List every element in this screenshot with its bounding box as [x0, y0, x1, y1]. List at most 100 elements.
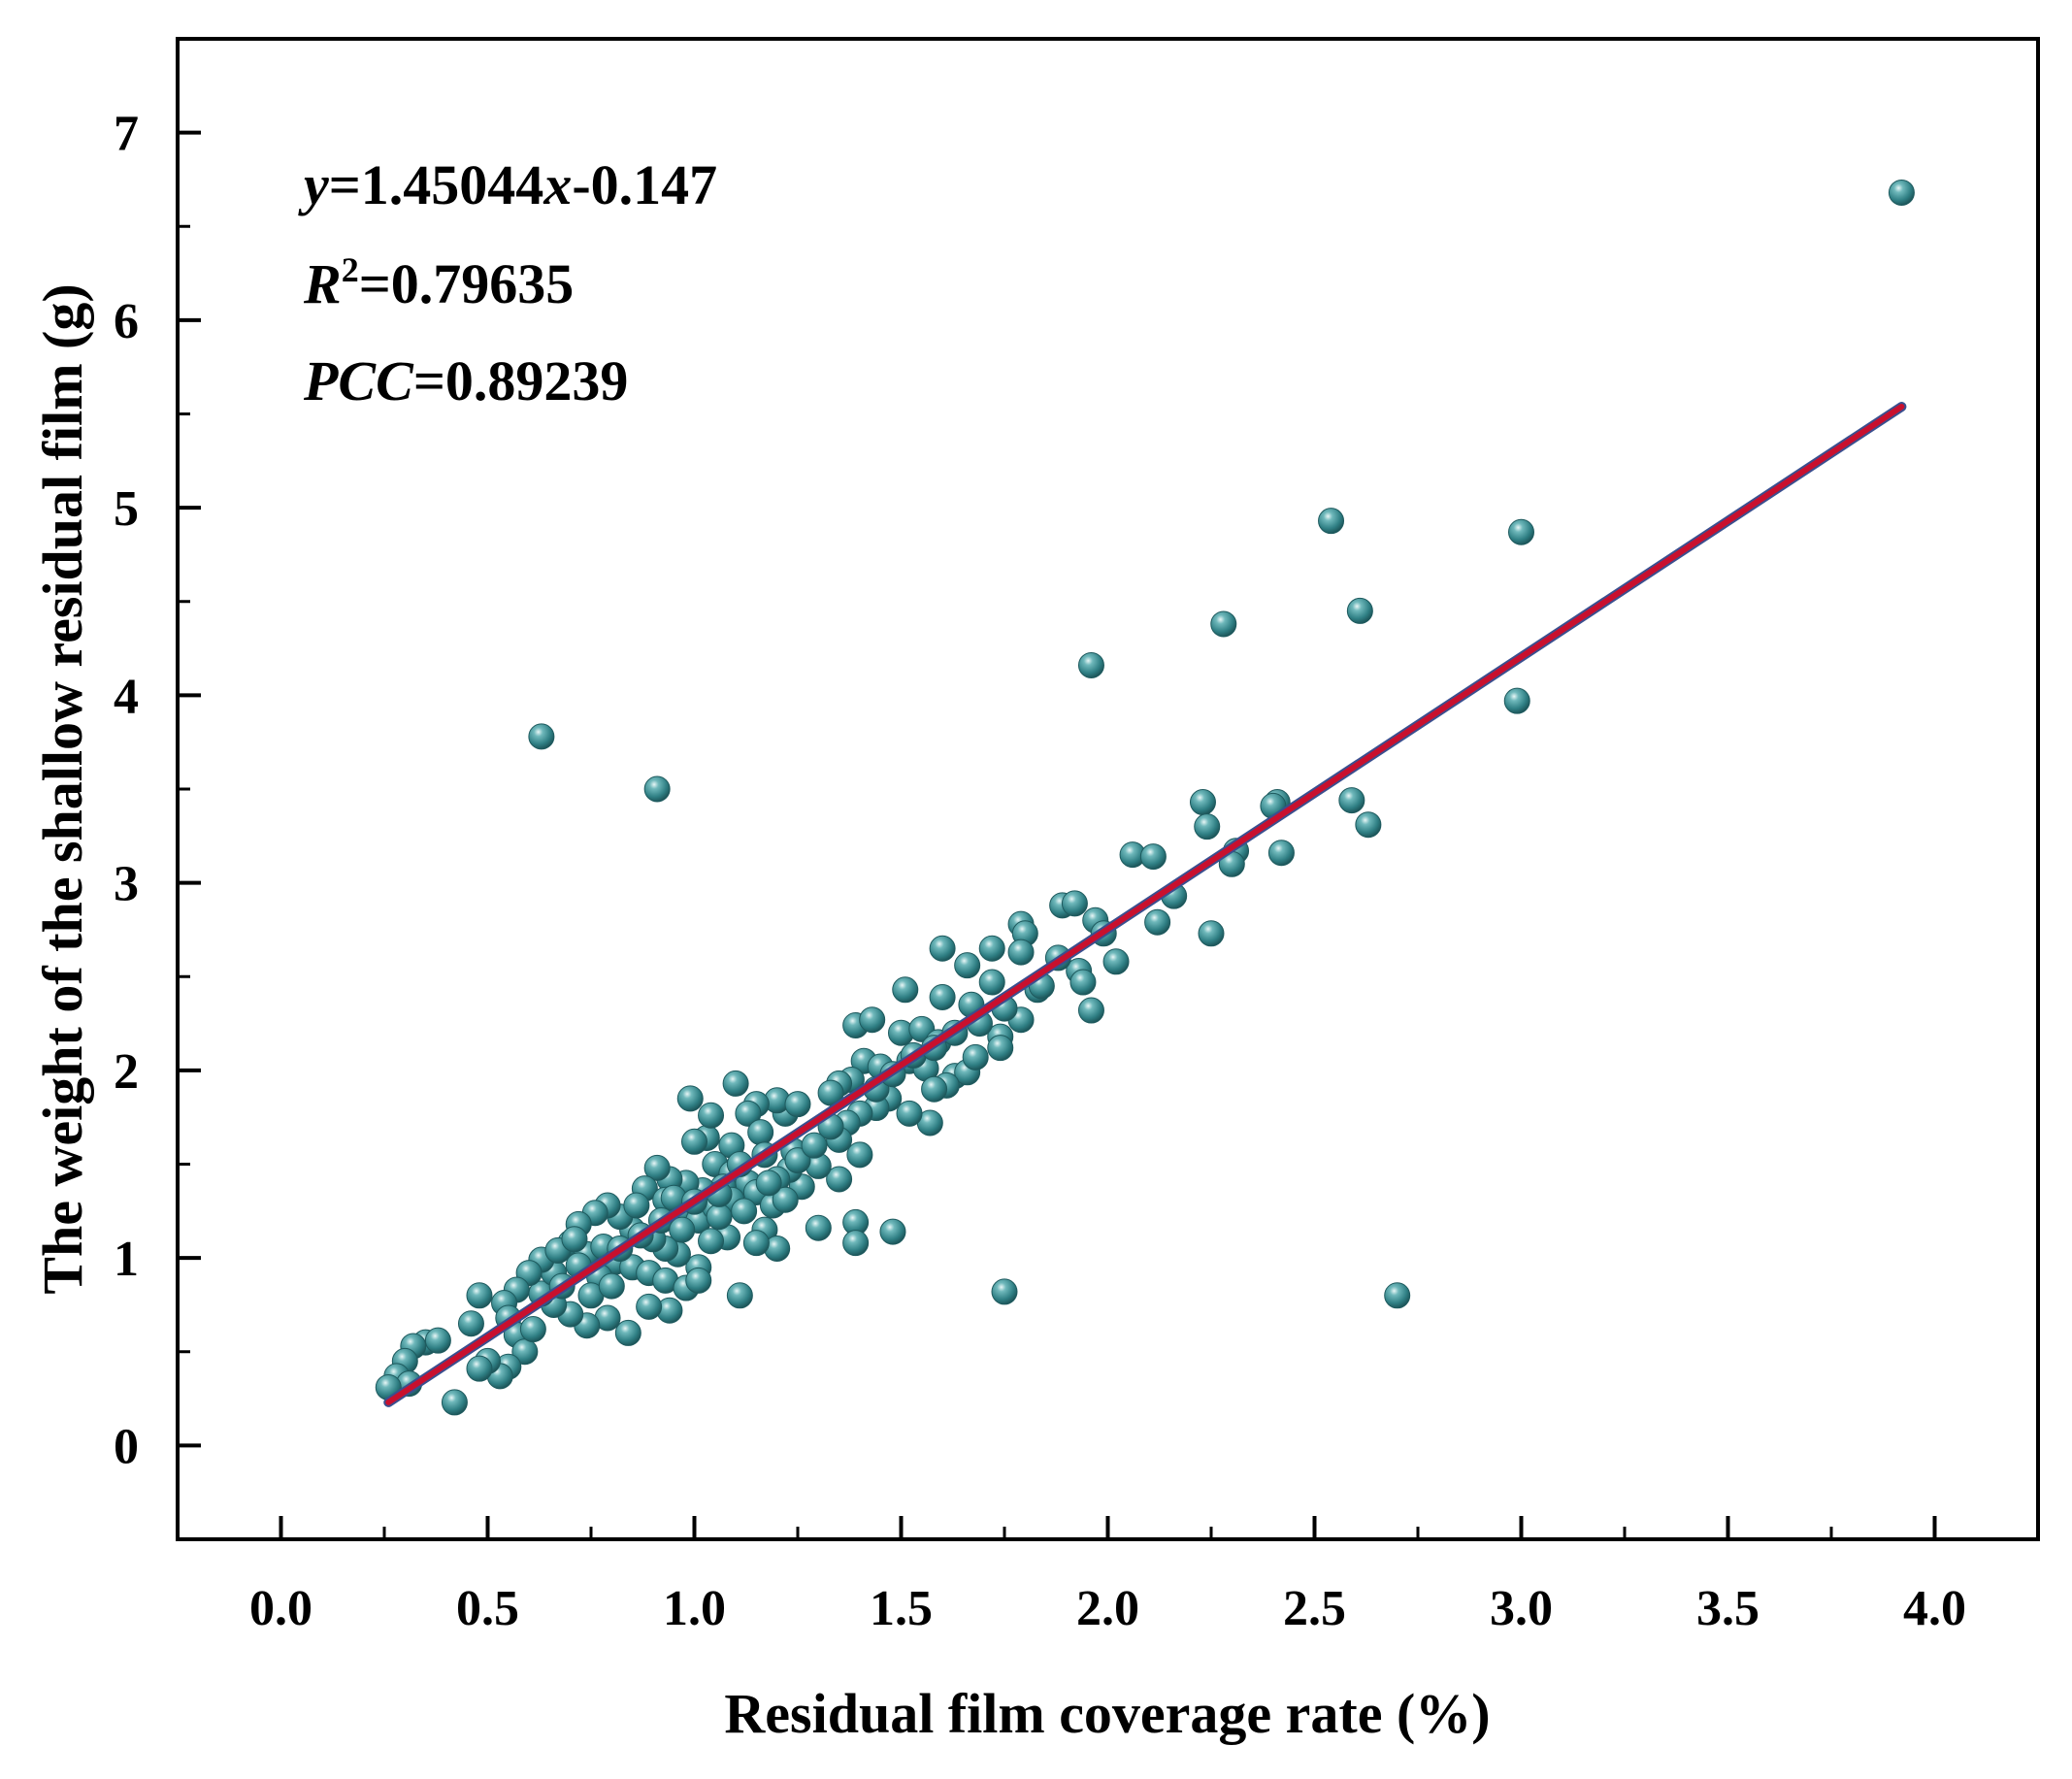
data-point — [731, 1198, 758, 1225]
y-axis-title: The weight of the shallow residual film … — [31, 283, 94, 1294]
y-tick-label: 1 — [114, 1232, 139, 1287]
x-tick-label: 2.0 — [1076, 1581, 1139, 1636]
r2-symbol: R — [303, 252, 342, 315]
data-point — [441, 1389, 468, 1416]
y-tick-label: 0 — [114, 1419, 139, 1474]
data-point — [1189, 789, 1216, 816]
x-tick-label: 1.0 — [663, 1581, 726, 1636]
data-point — [1194, 813, 1221, 840]
pcc-symbol: PCC — [303, 349, 414, 412]
data-point — [842, 1230, 870, 1257]
regression-line-group — [383, 402, 1907, 1407]
data-point — [466, 1282, 493, 1309]
data-point — [1061, 890, 1088, 917]
x-tick-label: 4.0 — [1903, 1581, 1966, 1636]
data-point — [1888, 179, 1915, 206]
data-point — [1077, 997, 1104, 1024]
data-point — [747, 1119, 774, 1146]
r2-annotation: R2=0.79635 — [303, 250, 574, 315]
data-point — [1318, 508, 1345, 535]
equation-x: x — [543, 153, 572, 216]
data-point — [954, 952, 981, 979]
data-point — [987, 1035, 1014, 1062]
r2-superscript: 2 — [342, 250, 359, 289]
data-point — [978, 969, 1005, 996]
data-point — [643, 775, 671, 803]
data-point — [735, 1100, 762, 1127]
data-point — [598, 1272, 625, 1300]
data-point — [896, 1100, 923, 1127]
data-point — [636, 1293, 663, 1320]
data-point — [528, 723, 555, 750]
x-tick-label: 2.5 — [1283, 1581, 1346, 1636]
data-point — [1144, 908, 1171, 936]
data-point — [466, 1355, 493, 1382]
data-point — [921, 1075, 948, 1103]
data-point — [1267, 840, 1295, 867]
x-tick-label: 1.5 — [870, 1581, 933, 1636]
data-point — [681, 1128, 707, 1155]
data-point — [826, 1166, 853, 1193]
data-point — [1338, 787, 1365, 814]
pcc-value: =0.89239 — [413, 349, 629, 412]
data-point — [457, 1310, 484, 1337]
x-axis-title: Residual film coverage rate (%) — [724, 1682, 1490, 1745]
data-point — [561, 1226, 588, 1253]
axis-ticks: 0.0 0.5 1.0 1.5 2.0 2.5 3.0 3.5 4.0 0 1 2 3 4 5 6 7 — [114, 107, 1966, 1636]
data-point — [1384, 1282, 1411, 1309]
data-point — [755, 1170, 782, 1197]
data-point — [643, 1154, 671, 1181]
y-tick-label: 5 — [114, 481, 139, 537]
data-point — [1210, 610, 1237, 638]
data-point — [772, 1186, 799, 1213]
data-point — [1139, 843, 1167, 871]
data-point — [1007, 939, 1035, 966]
equation-end: -0.147 — [572, 153, 717, 216]
data-point — [978, 935, 1005, 962]
data-point — [669, 1216, 696, 1243]
data-point — [784, 1091, 811, 1118]
data-point — [805, 1214, 832, 1241]
data-point — [742, 1230, 770, 1257]
data-point — [1077, 651, 1104, 678]
data-point — [962, 1043, 989, 1071]
data-point — [1198, 920, 1225, 947]
data-point — [801, 1132, 828, 1159]
data-point — [519, 1316, 546, 1343]
data-point — [859, 1006, 886, 1034]
data-point — [879, 1218, 906, 1245]
data-point — [1069, 969, 1097, 996]
pcc-annotation: PCC=0.89239 — [303, 349, 628, 412]
data-point — [929, 984, 956, 1011]
data-point — [623, 1192, 650, 1219]
data-point — [846, 1141, 873, 1169]
x-tick-label: 0.0 — [249, 1581, 312, 1636]
regression-line — [385, 404, 1905, 1405]
y-tick-label: 7 — [114, 107, 139, 162]
equation-y: y — [298, 153, 329, 216]
y-tick-label: 4 — [114, 669, 139, 724]
data-point — [892, 976, 919, 1004]
data-point — [1346, 597, 1373, 624]
r2-value: =0.79635 — [359, 252, 575, 315]
y-tick-label: 3 — [114, 857, 139, 912]
x-tick-label: 3.5 — [1696, 1581, 1760, 1636]
equation-annotation: y=1.45044x-0.147 — [298, 153, 717, 216]
equation-mid: =1.45044 — [329, 153, 544, 216]
x-tick-label: 3.0 — [1490, 1581, 1553, 1636]
data-point — [706, 1203, 733, 1231]
x-tick-label: 0.5 — [456, 1581, 519, 1636]
data-point — [1508, 518, 1534, 545]
data-point — [1355, 811, 1382, 839]
data-point — [1102, 948, 1130, 975]
data-point — [929, 935, 956, 962]
y-tick-label: 6 — [114, 294, 139, 349]
data-point — [698, 1228, 725, 1255]
data-point — [424, 1327, 451, 1354]
y-tick-label: 2 — [114, 1044, 139, 1100]
data-point — [1503, 687, 1530, 714]
data-point — [685, 1267, 712, 1294]
data-point — [698, 1102, 725, 1129]
data-point — [614, 1319, 641, 1346]
